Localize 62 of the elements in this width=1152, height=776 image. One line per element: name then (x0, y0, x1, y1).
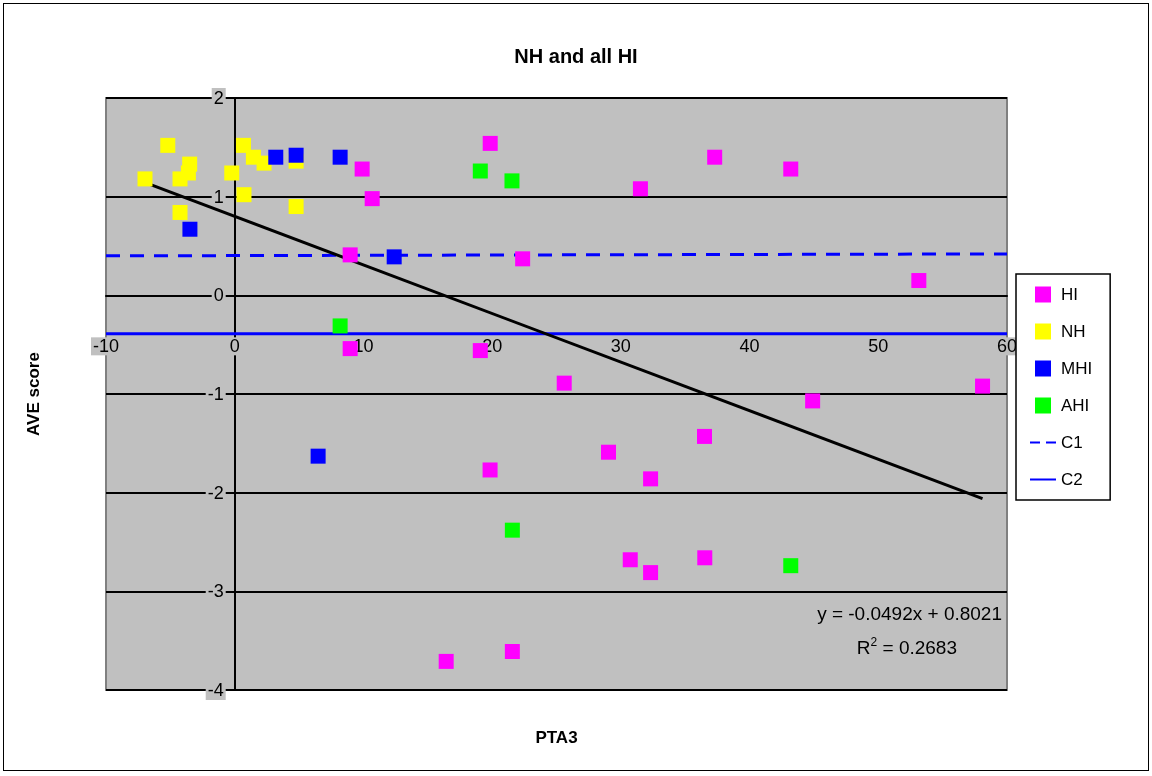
point (783, 161, 799, 177)
x-tick-label: 0 (229, 336, 240, 357)
point (601, 444, 616, 460)
point (288, 147, 304, 163)
point (310, 448, 326, 464)
x-tick-label: -10 (92, 336, 120, 357)
y-tick-label: 1 (213, 186, 224, 207)
legend-label: AHI (1061, 396, 1090, 415)
point (182, 221, 198, 237)
legend-label: HI (1061, 285, 1078, 304)
point (504, 644, 520, 660)
point (707, 149, 723, 165)
point (180, 165, 196, 181)
point (622, 552, 638, 568)
point (160, 137, 176, 153)
point (236, 187, 252, 203)
point (235, 137, 251, 153)
point (515, 251, 531, 267)
point (172, 204, 188, 220)
y-tick-label: -3 (207, 581, 224, 602)
legend-label: MHI (1061, 359, 1093, 378)
point (632, 181, 648, 197)
point (504, 173, 520, 189)
x-tick-label: 40 (739, 336, 760, 357)
legend-label: C1 (1061, 433, 1083, 452)
point (137, 171, 153, 187)
point (975, 378, 991, 394)
point (911, 273, 927, 289)
point (332, 149, 348, 165)
point (504, 522, 520, 538)
point (697, 428, 713, 444)
point (386, 249, 402, 265)
y-tick-label: -4 (207, 680, 224, 700)
point (697, 550, 713, 566)
point (288, 199, 304, 215)
point (643, 471, 659, 487)
legend-label: NH (1061, 322, 1086, 341)
x-tick-label: 50 (868, 336, 889, 357)
point (783, 558, 799, 574)
point (224, 165, 240, 181)
point (556, 375, 572, 391)
y-tick-label: -1 (207, 384, 224, 404)
point (332, 318, 348, 334)
y-tick-label: 0 (213, 285, 224, 306)
annotation: y = -0.0492x + 0.8021 (817, 603, 1003, 624)
point (472, 163, 488, 179)
legend-label: C2 (1061, 470, 1083, 489)
point (482, 462, 498, 478)
point (354, 161, 370, 177)
point (438, 653, 454, 669)
point (268, 149, 284, 165)
point (643, 565, 659, 581)
y-tick-label: -2 (207, 482, 224, 503)
point (805, 393, 821, 409)
y-axis-title: AVE score (24, 352, 43, 436)
x-tick-label: 30 (610, 336, 631, 357)
point (342, 247, 358, 263)
chart-title: NH and all HI (514, 45, 638, 67)
point (364, 191, 380, 207)
point (482, 135, 498, 151)
y-tick-label: 2 (213, 88, 224, 108)
x-axis-title: PTA3 (535, 728, 578, 747)
